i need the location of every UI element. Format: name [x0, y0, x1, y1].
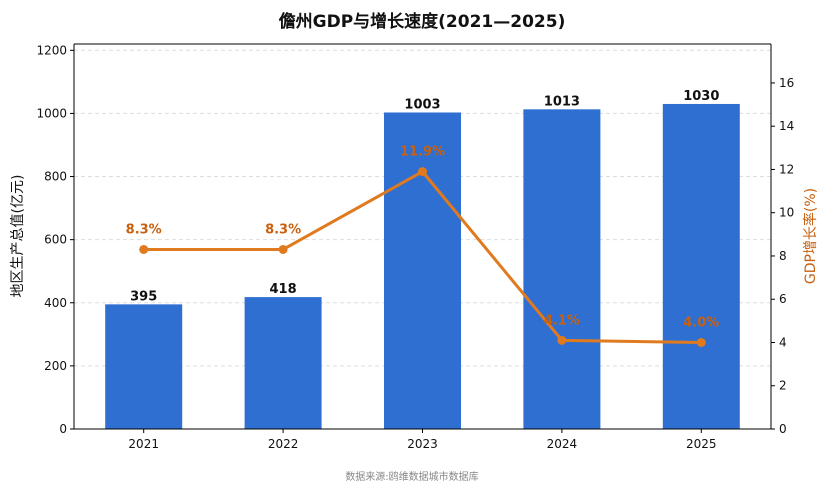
growth-point [418, 167, 427, 177]
bar [662, 103, 740, 429]
y-tick-label: 1000 [36, 106, 67, 120]
y-tick-label: 600 [44, 233, 67, 247]
y2-tick-label: 0 [779, 422, 787, 436]
growth-point [696, 337, 706, 347]
growth-rate-label: 11.9% [400, 145, 445, 160]
x-tick-label: 2024 [547, 437, 578, 451]
x-tick-label: 2021 [128, 437, 159, 451]
bar-value-label: 418 [270, 282, 297, 297]
bar-value-label: 1013 [544, 94, 580, 109]
growth-point [557, 335, 567, 345]
source-note: 数据来源:鸥维数据城市数据库 [345, 470, 478, 483]
growth-rate-label: 4.0% [683, 315, 719, 330]
growth-rate-label: 4.1% [544, 313, 580, 328]
bar-value-label: 1003 [404, 97, 440, 112]
bar [523, 109, 601, 430]
y2-tick-label: 16 [779, 76, 794, 90]
bars [105, 103, 740, 430]
y2-tick-label: 8 [779, 249, 787, 263]
growth-rate-label: 8.3% [265, 222, 301, 237]
y2-tick-label: 2 [779, 379, 787, 393]
y-tick-label: 0 [59, 422, 67, 436]
axes: 0 200 400 600 800 1000 1200 0 2 4 6 8 10 12 14 16 2021 20… [36, 43, 794, 451]
bar-value-label: 395 [130, 289, 157, 304]
bar-value-label: 1030 [683, 89, 719, 104]
bar [384, 112, 461, 430]
x-tick-label: 2023 [407, 437, 438, 451]
x-tick-label: 2022 [268, 437, 299, 451]
x-tick-label: 2025 [686, 437, 717, 451]
data-labels: 395 418 1003 1013 1030 8.3% 8.3% 11.9% 4.1% 4.0% [126, 89, 720, 331]
growth-line [139, 167, 706, 347]
y2-tick-label: 6 [779, 292, 787, 306]
y-tick-label: 400 [44, 296, 67, 310]
y-tick-label: 800 [44, 170, 67, 184]
y2-tick-label: 4 [779, 335, 787, 349]
chart-title: 儋州GDP与增长速度(2021—2025) [279, 11, 566, 32]
bar [105, 304, 183, 429]
y2-tick-label: 10 [779, 206, 794, 220]
y2-tick-label: 12 [779, 162, 794, 176]
y-tick-label: 200 [44, 359, 67, 373]
growth-point [139, 244, 149, 254]
y2-axis-label: GDP增长率(%) [802, 188, 819, 284]
y-tick-label: 1200 [36, 43, 67, 57]
growth-point [278, 244, 288, 254]
y-axis-label: 地区生产总值(亿元) [10, 175, 26, 298]
y2-tick-label: 14 [779, 119, 794, 133]
bar [244, 297, 322, 429]
growth-rate-label: 8.3% [126, 222, 162, 237]
